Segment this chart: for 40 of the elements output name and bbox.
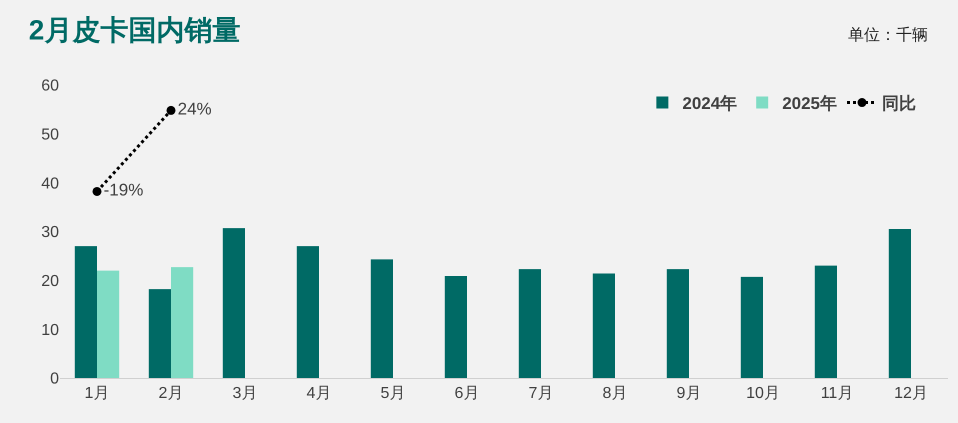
legend-label: 同比: [882, 94, 916, 114]
x-tick-label: 4月: [306, 385, 332, 402]
y-tick-label: 60: [41, 78, 60, 95]
data-label: -19%: [104, 180, 144, 200]
bar: [666, 269, 689, 378]
x-tick-label: 2月: [158, 385, 184, 402]
bar: [444, 276, 467, 378]
y-tick-label: 20: [41, 272, 60, 290]
y-tick-label: 40: [41, 175, 60, 192]
bar: [370, 259, 393, 378]
y-tick-label: 50: [41, 126, 60, 144]
bar: [222, 228, 245, 378]
x-tick-label: 11月: [820, 385, 854, 402]
bar: [148, 289, 171, 378]
legend-label: 2025年: [782, 94, 838, 114]
bar: [888, 229, 911, 378]
x-tick-label: 5月: [380, 385, 406, 402]
x-tick-label: 8月: [602, 385, 628, 402]
text: 单位：千辆: [848, 26, 928, 44]
bar: [171, 267, 194, 378]
bar: [814, 266, 837, 378]
x-tick-label: 3月: [232, 385, 258, 402]
data-label: 24%: [178, 100, 212, 119]
bar: [74, 246, 97, 378]
x-tick-label: 7月: [528, 385, 554, 402]
bar: [518, 269, 541, 378]
x-tick-label: 6月: [454, 385, 480, 402]
bar: [592, 274, 615, 378]
y-tick-label: 0: [50, 370, 60, 388]
bar: [740, 276, 763, 378]
bar: [97, 270, 120, 378]
x-tick-label: 10月: [746, 385, 780, 402]
bar: [296, 246, 319, 378]
y-tick-label: 10: [41, 322, 60, 339]
x-tick-label: 9月: [676, 385, 702, 402]
y-tick-label: 30: [41, 224, 60, 242]
x-tick-label: 12月: [894, 385, 928, 402]
chart-title: 2月皮卡国内销量: [28, 14, 240, 46]
legend-label: 2024年: [682, 94, 738, 114]
x-tick-label: 1月: [84, 385, 110, 402]
